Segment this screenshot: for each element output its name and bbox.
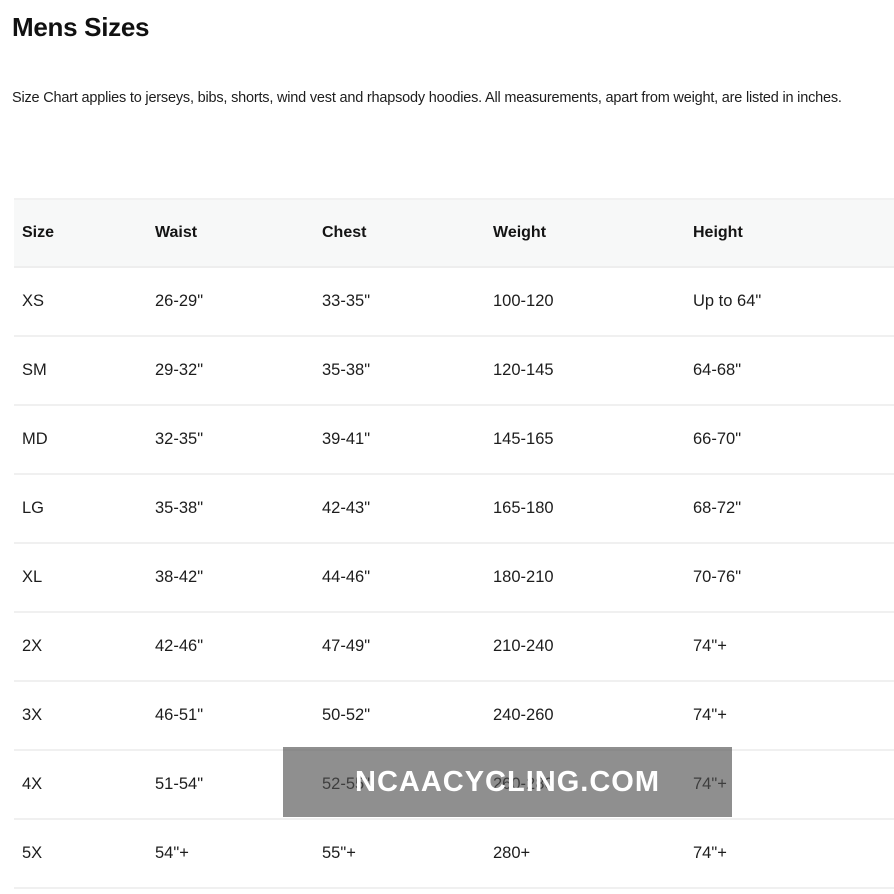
chest-cell: 55"+	[322, 844, 356, 862]
page-title: Mens Sizes	[12, 12, 150, 42]
weight-cell: 180-210	[493, 568, 554, 586]
table-row: LG 35-38" 42-43" 165-180 68-72"	[14, 474, 894, 543]
size-cell: LG	[22, 499, 45, 517]
chest-cell: 47-49"	[322, 637, 371, 655]
height-cell: 74"+	[693, 706, 727, 724]
size-cell: 4X	[22, 775, 43, 793]
size-cell: SM	[22, 361, 47, 379]
waist-cell: 32-35"	[155, 430, 204, 448]
waist-cell: 51-54"	[155, 775, 204, 793]
size-cell: MD	[22, 430, 48, 448]
chest-cell: 33-35"	[322, 292, 371, 310]
height-cell: 74"+	[693, 637, 727, 655]
weight-cell: 240-260	[493, 706, 554, 724]
watermark-text: NCAACYCLING.COM	[355, 765, 660, 798]
weight-cell: 280+	[493, 844, 531, 862]
table-header-row: Size Waist Chest Weight Height	[14, 199, 894, 267]
weight-cell: 210-240	[493, 637, 554, 655]
height-cell: 70-76"	[693, 568, 742, 586]
chest-cell: 39-41"	[322, 430, 371, 448]
table-row: 3X 46-51" 50-52" 240-260 74"+	[14, 681, 894, 750]
col-header-weight: Weight	[493, 224, 547, 241]
table-row: 5X 54"+ 55"+ 280+ 74"+	[14, 819, 894, 888]
waist-cell: 26-29"	[155, 292, 204, 310]
table-row: MD 32-35" 39-41" 145-165 66-70"	[14, 405, 894, 474]
weight-cell: 145-165	[493, 430, 554, 448]
col-header-height: Height	[693, 224, 743, 241]
weight-cell: 100-120	[493, 292, 554, 310]
waist-cell: 35-38"	[155, 499, 204, 517]
height-cell: Up to 64"	[693, 292, 762, 310]
table-row: SM 29-32" 35-38" 120-145 64-68"	[14, 336, 894, 405]
size-cell: 2X	[22, 637, 43, 655]
height-cell: 74"+	[693, 844, 727, 862]
waist-cell: 38-42"	[155, 568, 204, 586]
watermark-overlay: NCAACYCLING.COM	[283, 747, 732, 817]
waist-cell: 46-51"	[155, 706, 204, 724]
size-cell: 5X	[22, 844, 43, 862]
chest-cell: 44-46"	[322, 568, 371, 586]
table-row: 2X 42-46" 47-49" 210-240 74"+	[14, 612, 894, 681]
page-description: Size Chart applies to jerseys, bibs, sho…	[12, 90, 842, 106]
table-row: XS 26-29" 33-35" 100-120 Up to 64"	[14, 267, 894, 336]
size-cell: 3X	[22, 706, 43, 724]
table-row: XL 38-42" 44-46" 180-210 70-76"	[14, 543, 894, 612]
weight-cell: 165-180	[493, 499, 554, 517]
col-header-waist: Waist	[155, 224, 198, 241]
height-cell: 68-72"	[693, 499, 742, 517]
col-header-size: Size	[22, 224, 55, 241]
col-header-chest: Chest	[322, 224, 367, 241]
weight-cell: 120-145	[493, 361, 554, 379]
size-cell: XL	[22, 568, 43, 586]
chest-cell: 50-52"	[322, 706, 371, 724]
height-cell: 64-68"	[693, 361, 742, 379]
waist-cell: 29-32"	[155, 361, 204, 379]
chest-cell: 35-38"	[322, 361, 371, 379]
chest-cell: 42-43"	[322, 499, 371, 517]
waist-cell: 42-46"	[155, 637, 204, 655]
waist-cell: 54"+	[155, 844, 189, 862]
height-cell: 66-70"	[693, 430, 742, 448]
size-cell: XS	[22, 292, 45, 310]
